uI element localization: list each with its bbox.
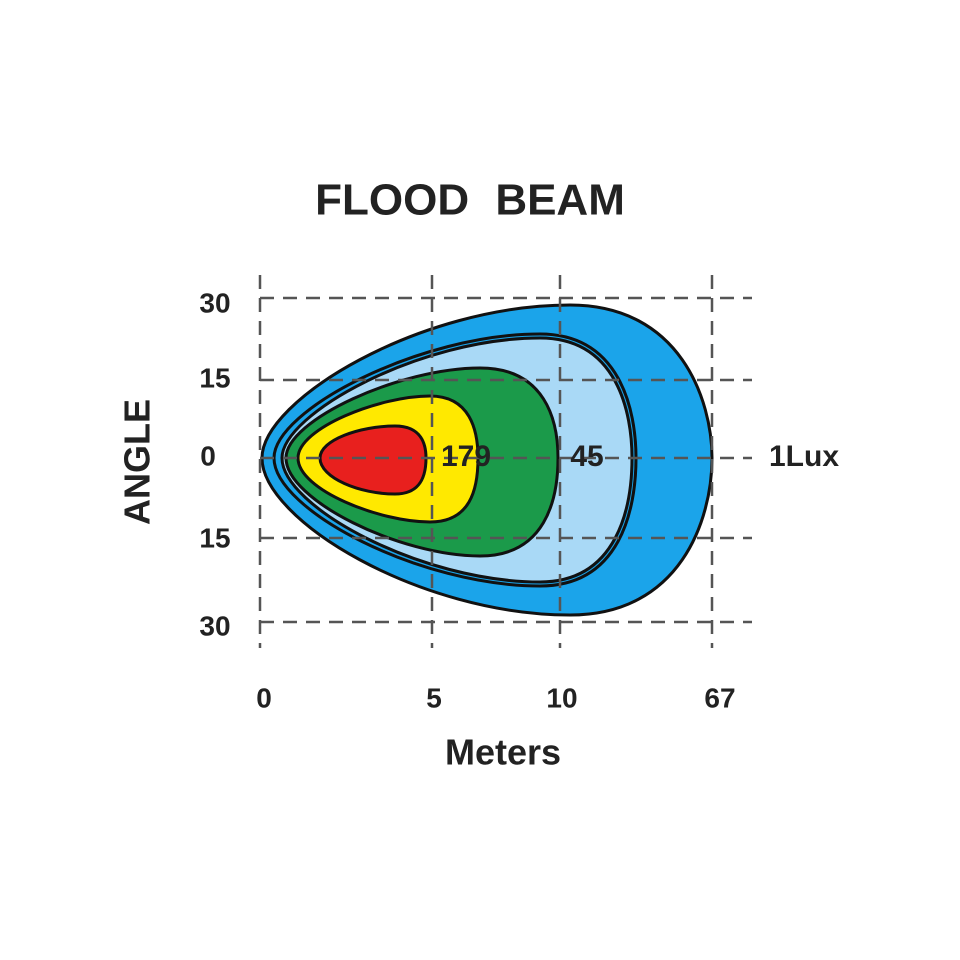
x-axis-label: Meters xyxy=(445,732,561,773)
y-axis-label: ANGLE xyxy=(117,399,158,525)
contour-label: 1Lux xyxy=(769,440,839,473)
y-tick-label: 30 xyxy=(199,287,230,318)
x-tick-label: 5 xyxy=(426,682,442,713)
contour-label: 179 xyxy=(441,440,491,473)
x-tick-label: 67 xyxy=(704,682,735,713)
grid xyxy=(258,275,752,648)
y-tick-label: 15 xyxy=(199,362,230,393)
x-tick-label: 10 xyxy=(546,682,577,713)
x-tick-label: 0 xyxy=(256,682,272,713)
y-tick-label: 0 xyxy=(200,440,216,471)
contour-label: 45 xyxy=(570,440,603,473)
y-tick-label: 30 xyxy=(199,610,230,641)
y-tick-label: 15 xyxy=(199,522,230,553)
title: FLOOD BEAM xyxy=(315,176,625,225)
